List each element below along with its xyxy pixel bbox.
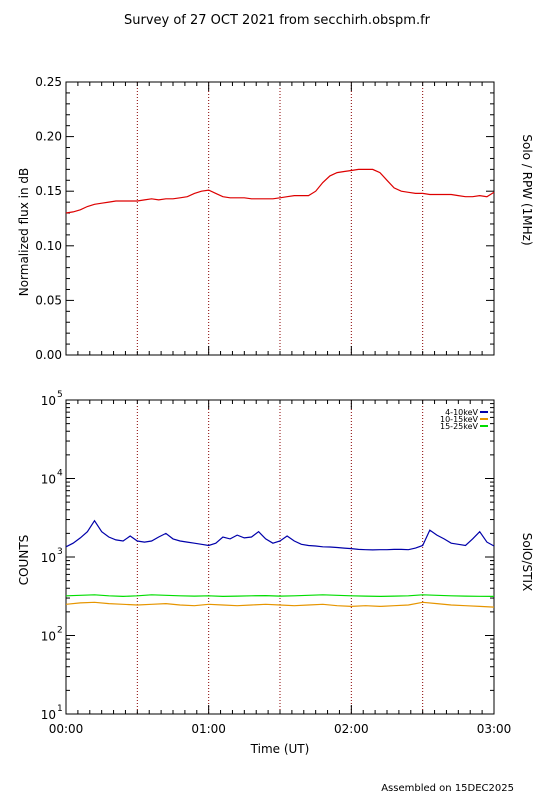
stix-y-tick-exponent: 5 — [57, 390, 63, 400]
assembled-footer: Assembled on 15DEC2025 — [381, 783, 514, 794]
stix-y-axis-label: COUNTS — [17, 535, 31, 586]
stix-y-tick-exponent: 3 — [57, 547, 63, 557]
stix-y-tick-label: 10 — [41, 708, 56, 722]
stix-time-markers — [136, 400, 424, 714]
rpw-y-tick-label: 0.05 — [35, 293, 62, 307]
stix-series-line-2 — [65, 594, 495, 598]
stix-y-tick-exponent: 1 — [57, 704, 63, 714]
rpw-y-tick-label: 0.25 — [35, 75, 62, 89]
stix-legend-label: 4-10keV — [445, 408, 478, 417]
stix-y-tick-exponent: 2 — [57, 626, 63, 636]
stix-x-axis-label: Time (UT) — [250, 742, 310, 756]
rpw-y-ticks: 0.00 0.05 0.10 0.15 0.20 0.25 — [35, 75, 494, 362]
stix-x-tick-label: 00:00 — [49, 722, 84, 736]
stix-instrument-label: SolO/STIX — [520, 533, 534, 592]
stix-x-ticks: 00:00 01:00 02:00 03:00 — [49, 400, 512, 736]
stix-series-line-0 — [65, 519, 495, 551]
stix-y-tick-label: 10 — [41, 551, 56, 565]
rpw-panel: 0.00 0.05 0.10 0.15 0.20 0.25 Normalized flux… — [17, 75, 534, 362]
figure-title: Survey of 27 OCT 2021 from secchirh.obsp… — [124, 13, 431, 28]
stix-y-tick-label: 10 — [41, 394, 56, 408]
rpw-y-tick-label: 0.20 — [35, 130, 62, 144]
stix-x-tick-label: 01:00 — [191, 722, 226, 736]
rpw-instrument-label: Solo / RPW (1MHz) — [520, 134, 534, 245]
rpw-series — [65, 168, 495, 214]
stix-series — [65, 519, 495, 608]
stix-y-tick-label: 10 — [41, 473, 56, 487]
rpw-y-axis-label: Normalized flux in dB — [17, 168, 31, 297]
stix-y-tick-label: 10 — [41, 630, 56, 644]
rpw-time-markers — [136, 82, 424, 355]
stix-legend-label: 15-25keV — [440, 422, 479, 431]
stix-y-tick-exponent: 4 — [57, 469, 63, 479]
rpw-y-tick-label: 0.10 — [35, 239, 62, 253]
rpw-y-tick-label: 0.15 — [35, 184, 62, 198]
rpw-x-ticks — [65, 82, 495, 355]
stix-legend-label: 10-15keV — [440, 415, 479, 424]
stix-x-tick-label: 03:00 — [477, 722, 512, 736]
rpw-series-line — [65, 168, 495, 214]
stix-x-tick-label: 02:00 — [334, 722, 369, 736]
stix-series-line-1 — [65, 601, 495, 608]
rpw-y-tick-label: 0.00 — [35, 348, 62, 362]
